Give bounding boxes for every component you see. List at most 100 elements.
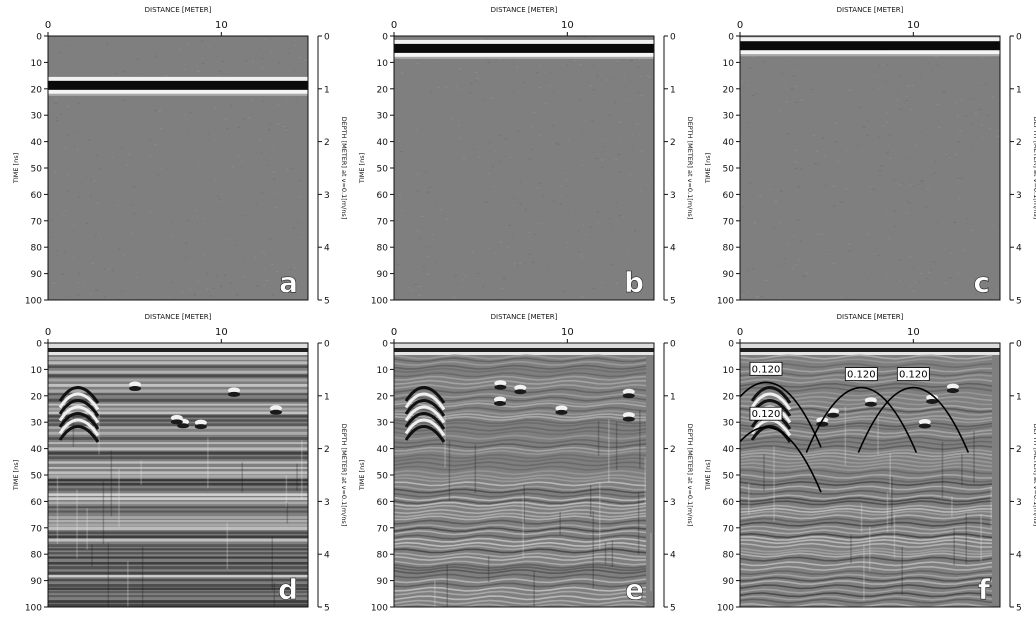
noise-speck <box>938 177 941 179</box>
noise-speck <box>273 96 276 98</box>
noise-speck <box>80 183 83 185</box>
y-tick-label: 10 <box>377 366 389 376</box>
noise-speck <box>562 290 565 292</box>
vertical-streak <box>141 546 144 607</box>
noise-speck <box>454 274 457 276</box>
noise-speck <box>927 188 930 190</box>
y-tick-label: 30 <box>31 419 43 429</box>
noise-speck <box>886 112 888 114</box>
noise-speck <box>919 76 921 78</box>
trace-band <box>394 449 646 456</box>
noise-speck <box>189 112 193 114</box>
noise-speck <box>778 298 781 300</box>
trace-band <box>48 519 308 523</box>
noise-speck <box>181 291 184 293</box>
y-tick-label: 20 <box>723 85 735 95</box>
noise-speck <box>196 66 198 68</box>
noise-speck <box>96 202 100 204</box>
noise-speck <box>618 153 621 155</box>
noise-speck <box>219 71 221 73</box>
noise-speck <box>241 215 244 217</box>
trace-band <box>394 534 647 540</box>
noise-speck <box>513 263 516 265</box>
noise-speck <box>64 251 67 253</box>
noise-speck <box>191 272 193 274</box>
noise-speck <box>93 48 95 50</box>
trace-band <box>740 592 993 598</box>
noise-speck <box>640 150 643 152</box>
noise-speck <box>289 167 293 169</box>
noise-speck <box>741 143 743 145</box>
noise-speck <box>83 284 85 286</box>
depth-axis-title: DEPTH [METER] at v=0.1[m/ns] <box>686 424 694 527</box>
noise-speck <box>422 265 426 267</box>
noise-speck <box>494 150 497 152</box>
noise-speck <box>206 273 208 275</box>
noise-speck <box>956 115 959 117</box>
noise-speck <box>116 204 119 206</box>
diffraction-blob <box>129 386 142 392</box>
y-tick-label: 0 <box>382 33 388 43</box>
noise-speck <box>401 294 404 296</box>
noise-speck <box>234 244 237 246</box>
panel-letter: f <box>978 573 991 606</box>
noise-speck <box>57 130 59 132</box>
noise-speck <box>504 138 507 140</box>
x-tick-label: 10 <box>561 327 574 338</box>
trace-band <box>48 594 308 598</box>
noise-speck <box>160 167 163 169</box>
noise-speck <box>436 63 438 65</box>
noise-speck <box>964 115 968 117</box>
trace-band <box>48 506 308 509</box>
y-tick-label: 30 <box>31 112 43 122</box>
trace-band <box>394 512 647 518</box>
noise-speck <box>247 117 251 119</box>
noise-speck <box>623 87 626 89</box>
noise-speck <box>934 56 938 58</box>
trace-band <box>48 447 308 451</box>
noise-speck <box>286 169 288 171</box>
vertical-streak <box>844 406 847 466</box>
y-tick-label: 90 <box>723 577 735 587</box>
noise-speck <box>618 121 621 123</box>
noise-speck <box>740 81 744 83</box>
vertical-streak <box>980 514 982 562</box>
depth-tick-label: 2 <box>670 138 676 148</box>
y-tick-label: 70 <box>377 524 389 534</box>
noise-speck <box>188 288 192 290</box>
noise-speck <box>825 253 828 255</box>
noise-speck <box>790 88 794 90</box>
noise-speck <box>230 104 232 106</box>
noise-speck <box>288 269 292 271</box>
noise-speck <box>464 275 467 277</box>
noise-speck <box>539 134 542 136</box>
noise-speck <box>651 174 653 176</box>
noise-speck <box>430 91 432 93</box>
y-tick-label: 100 <box>25 297 42 307</box>
vertical-streak <box>559 511 561 536</box>
noise-speck <box>845 188 849 190</box>
trace-band <box>740 525 993 531</box>
noise-speck <box>458 120 460 122</box>
noise-speck <box>611 263 615 265</box>
vertical-streak <box>102 481 105 545</box>
noise-speck <box>920 272 923 274</box>
diffraction-blob <box>228 387 241 394</box>
noise-speck <box>541 195 544 197</box>
trace-band <box>394 434 647 440</box>
noise-speck <box>787 133 791 135</box>
noise-speck <box>910 109 913 111</box>
noise-speck <box>56 120 59 122</box>
noise-speck <box>419 237 422 239</box>
hyperbola-velocity-label: 0.120 <box>847 370 876 381</box>
x-tick-label: 10 <box>907 327 920 338</box>
x-tick-label: 0 <box>737 20 743 31</box>
noise-speck <box>263 152 265 154</box>
noise-speck <box>201 40 204 42</box>
diffraction-blob <box>555 405 568 412</box>
trace-band <box>394 367 647 373</box>
depth-tick-label: 0 <box>1016 340 1022 350</box>
noise-speck <box>638 59 641 61</box>
noise-speck <box>511 233 514 235</box>
diffraction-blob <box>493 396 506 403</box>
